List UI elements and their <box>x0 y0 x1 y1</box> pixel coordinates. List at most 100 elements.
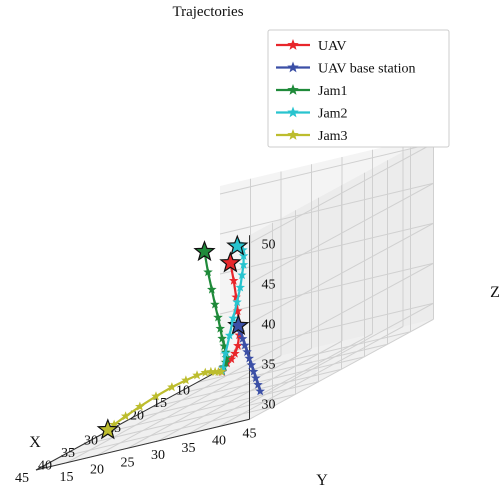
data-point <box>220 348 231 358</box>
data-point <box>251 373 261 383</box>
legend-label: Jam1 <box>318 84 348 99</box>
y-tick-label: 15 <box>60 470 74 485</box>
y-tick-label: 35 <box>182 441 196 456</box>
legend-entry: Jam2 <box>276 106 348 122</box>
data-point <box>231 292 241 302</box>
data-point <box>207 284 217 294</box>
y-tick-label: 25 <box>121 455 135 470</box>
grid-line <box>58 406 273 458</box>
grid-line <box>219 182 434 235</box>
legend-entry: UAV <box>276 39 347 54</box>
data-point <box>220 357 231 367</box>
data-point <box>228 313 238 323</box>
tick-labels: 1015202530354045152025303540453035404550 <box>15 237 276 486</box>
legend-entry: UAV base station <box>276 61 415 77</box>
legend-frame <box>267 29 450 148</box>
data-point <box>217 333 227 343</box>
legend-swatch-marker <box>287 106 299 118</box>
x-tick-label: 40 <box>38 459 52 474</box>
z-tick-label: 35 <box>262 357 276 372</box>
y-tick-label: 45 <box>243 426 257 441</box>
legend-swatch-marker <box>287 84 299 95</box>
x-tick-label: 35 <box>61 446 75 461</box>
grid-line <box>173 343 388 396</box>
data-point <box>219 341 229 351</box>
data-point <box>167 382 177 392</box>
legend-label: Jam3 <box>318 129 348 144</box>
data-point <box>151 391 161 401</box>
legend-swatch-marker <box>287 39 299 50</box>
x-tick-label: 45 <box>15 471 29 486</box>
series-layer <box>96 234 265 440</box>
chart-title: Trajectories <box>172 4 243 20</box>
data-point <box>224 330 235 340</box>
data-point <box>255 386 265 396</box>
data-point <box>226 354 237 364</box>
y-tick-label: 30 <box>151 448 165 463</box>
x-axis-label: X <box>29 434 41 451</box>
data-point <box>237 270 247 280</box>
data-point <box>242 346 252 356</box>
z-tick-label: 45 <box>262 277 276 292</box>
start-marker <box>226 234 249 256</box>
data-point <box>238 250 249 260</box>
data-point <box>120 411 131 421</box>
grid-line <box>81 393 296 446</box>
data-point <box>238 259 249 269</box>
z-tick-label: 30 <box>262 397 276 412</box>
z-axis-label: Z <box>490 284 500 301</box>
z-tick-label: 50 <box>262 237 276 252</box>
legend-label: UAV base station <box>318 62 415 77</box>
data-point <box>230 348 240 358</box>
data-point <box>232 297 242 307</box>
data-point <box>253 379 263 389</box>
data-point <box>248 366 259 376</box>
y-tick-label: 20 <box>90 463 104 478</box>
axes-lines <box>35 235 250 471</box>
data-point <box>238 245 248 255</box>
x-axis-line <box>35 369 221 471</box>
legend: UAV UAV base station Jam1 Jam2 Jam3 <box>267 29 450 148</box>
data-point <box>213 312 223 322</box>
data-point <box>246 360 257 370</box>
y-tick-label: 40 <box>212 434 226 449</box>
x-tick-label: 20 <box>130 409 144 424</box>
data-point <box>237 333 248 343</box>
data-point <box>240 340 250 350</box>
data-point <box>233 340 243 350</box>
z-tick-label: 40 <box>262 317 276 332</box>
data-point <box>216 366 226 376</box>
grid-line <box>104 381 319 433</box>
grid-line <box>219 302 434 355</box>
y-axis-label: Y <box>316 472 328 489</box>
x-tick-label: 10 <box>176 384 190 399</box>
data-point <box>200 367 210 377</box>
legend-swatch-marker <box>287 129 299 140</box>
grid-line <box>196 331 411 383</box>
grid-line <box>127 368 342 421</box>
start-marker <box>193 240 216 262</box>
legend-entry: Jam3 <box>276 129 348 144</box>
start-marker <box>96 418 119 440</box>
series-jam3 <box>96 366 226 440</box>
legend-label: Jam2 <box>318 107 348 122</box>
data-point <box>244 353 254 363</box>
y-axis-line <box>35 418 250 471</box>
data-point <box>206 366 216 376</box>
legend-label: UAV <box>318 39 347 54</box>
grid-line <box>219 142 434 195</box>
legend-entry: Jam1 <box>276 84 348 99</box>
data-point <box>221 352 232 362</box>
data-point <box>235 282 245 292</box>
grid-line <box>219 262 434 315</box>
data-point <box>192 370 202 380</box>
x-tick-label: 30 <box>84 434 98 449</box>
x-tick-label: 15 <box>153 396 167 411</box>
data-point <box>203 267 213 277</box>
data-point <box>232 306 243 316</box>
start-marker <box>219 251 242 273</box>
data-point <box>181 375 191 385</box>
legend-swatch-marker <box>287 61 299 73</box>
